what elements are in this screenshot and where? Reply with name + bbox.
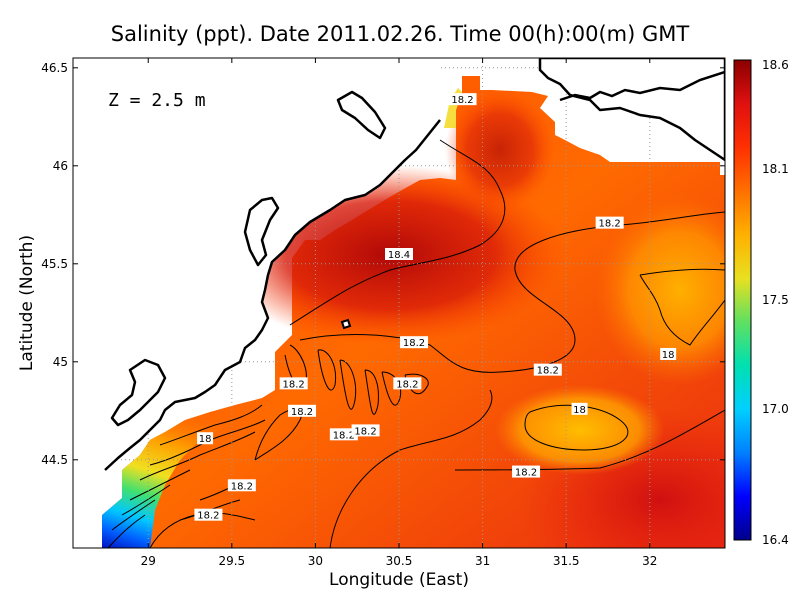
contour-label: 18.2: [291, 407, 313, 418]
colorbar-tick-label: 17.0: [762, 402, 789, 416]
x-tick-label: 32: [642, 554, 657, 568]
coastline-mainland: [104, 119, 441, 471]
colorbar-ticks: 16.4 17.0 17.5 18.1 18.6: [762, 58, 789, 547]
coastal-fresh-zone: [102, 398, 262, 548]
coastline-peninsula: [243, 196, 280, 267]
x-axis: 29 29.5 30 30.5 31 31.5 32: [141, 58, 657, 568]
colorbar-tick-label: 18.6: [762, 58, 789, 72]
contour-label: 18: [662, 350, 675, 361]
y-tick-label: 44.5: [41, 453, 68, 467]
contour-line: [107, 484, 171, 548]
central-low-zone: [495, 385, 665, 475]
colorbar: [733, 59, 752, 541]
coastline-danube-delta: [110, 358, 167, 427]
coastline-north-lagoon: [336, 90, 387, 140]
x-tick-label: 31.5: [553, 554, 580, 568]
contour-label-box: [400, 336, 429, 349]
coastline-east-detail: [559, 70, 725, 102]
y-tick-label: 46: [53, 159, 68, 173]
contour-line: [289, 139, 506, 326]
contour-label-box: [279, 377, 308, 390]
coastline-island: [340, 318, 352, 330]
x-tick-label: 30: [308, 554, 323, 568]
y-tick-label: 46.5: [41, 61, 68, 75]
chart-title: Salinity (ppt). Date 2011.02.26. Time 00…: [111, 22, 690, 46]
contour-label: 18.2: [354, 426, 376, 437]
contour-line: [129, 431, 256, 501]
contour-label-box: [595, 216, 624, 229]
contour-label-box: [288, 404, 317, 417]
land-mainland: [73, 58, 440, 548]
y-axis-label: Latitude (North): [17, 235, 37, 371]
x-axis-label: Longitude (East): [329, 570, 469, 590]
colorbar-tick-label: 18.1: [762, 162, 789, 176]
contour-label: 18.4: [388, 250, 410, 261]
contour-label: 18.2: [283, 379, 305, 390]
contour-label-box: [227, 479, 256, 492]
y-tick-label: 45: [53, 355, 68, 369]
x-tick-label: 29: [141, 554, 156, 568]
contour-label-box: [194, 508, 223, 521]
contour-lines: [107, 139, 725, 548]
contour-line: [524, 404, 629, 451]
y-tick-label: 45.5: [41, 257, 68, 271]
x-tick-label: 29.5: [218, 554, 245, 568]
contour-label: 18.2: [537, 366, 559, 377]
contour-label-box: [660, 347, 677, 360]
contour-label-box: [533, 363, 562, 376]
contour-label-box: [512, 465, 541, 478]
contour-line: [329, 389, 493, 548]
contour-label-box: [571, 402, 588, 415]
contour-label: 18.2: [451, 95, 473, 106]
contour-label-box: [448, 93, 477, 106]
contour-label-box: [351, 424, 380, 437]
coastline-east-shore: [538, 58, 725, 162]
contour-label: 18.2: [333, 430, 355, 441]
east-low-zone: [595, 195, 725, 385]
contour-label: 18.2: [515, 468, 537, 479]
y-axis: 44.5 45 45.5 46 46.5: [41, 61, 725, 467]
northeast-high-zone: [445, 90, 555, 210]
contour-label-box: [197, 432, 214, 445]
contour-label: 18.2: [403, 338, 425, 349]
contour-line: [454, 409, 725, 471]
contour-label: 18.2: [231, 481, 253, 492]
colorbar-tick-label: 16.4: [762, 533, 789, 547]
contour-line: [339, 359, 379, 415]
colorbar-tick-label: 17.5: [762, 293, 789, 307]
contour-label-box: [329, 428, 358, 441]
coastline: [73, 58, 725, 548]
x-tick-label: 31: [475, 554, 490, 568]
contour-label: 18: [573, 405, 586, 416]
contour-label-box: [393, 377, 422, 390]
contour-label-box: [385, 248, 413, 260]
contour-label: 18.2: [396, 379, 418, 390]
contour-label: 18.2: [197, 511, 219, 522]
contour-label: 18: [199, 434, 212, 445]
depth-label: Z = 2.5 m: [108, 90, 206, 111]
contour-label: 18.2: [599, 219, 621, 230]
x-tick-label: 30.5: [386, 554, 413, 568]
